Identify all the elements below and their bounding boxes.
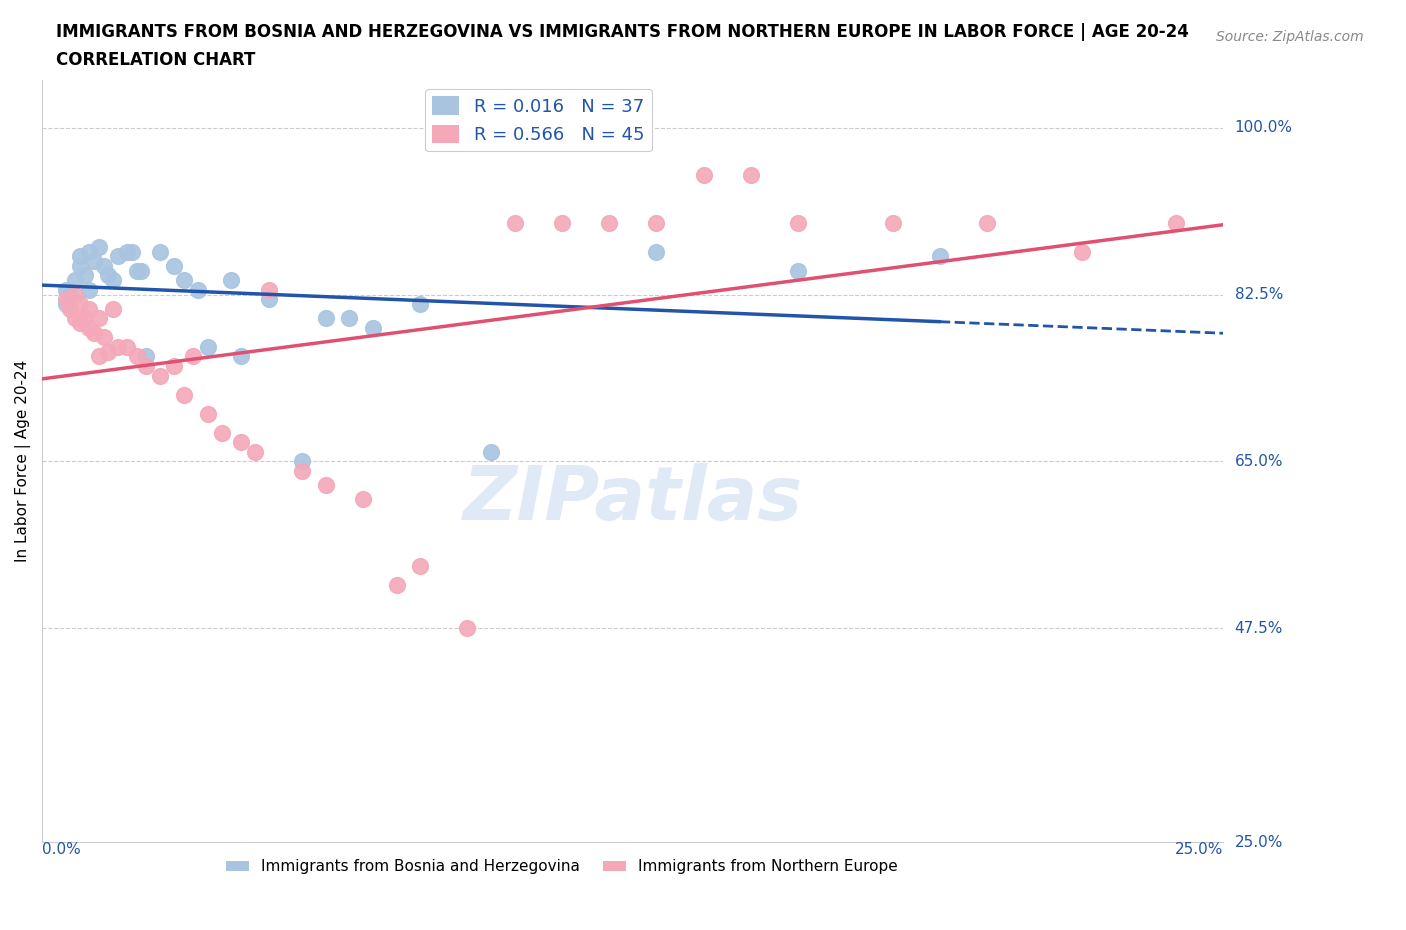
Point: [55, 283, 77, 298]
Text: 25.0%: 25.0%: [1175, 843, 1223, 857]
Text: CORRELATION CHART: CORRELATION CHART: [56, 51, 256, 69]
Point: [87, 349, 110, 364]
Point: [79, 245, 101, 259]
Point: [163, 259, 186, 273]
Point: [79, 321, 101, 336]
Text: 0.0%: 0.0%: [42, 843, 82, 857]
Point: [1166, 216, 1188, 231]
Point: [787, 216, 810, 231]
Point: [219, 272, 242, 287]
Point: [740, 168, 762, 183]
Point: [55, 297, 77, 312]
Point: [59, 287, 82, 302]
Point: [69, 315, 91, 330]
Point: [59, 301, 82, 316]
Point: [976, 216, 998, 231]
Point: [645, 245, 668, 259]
Point: [125, 349, 148, 364]
Point: [97, 344, 120, 359]
Point: [107, 249, 129, 264]
Point: [229, 349, 252, 364]
Point: [55, 292, 77, 307]
Legend: Immigrants from Bosnia and Herzegovina, Immigrants from Northern Europe: Immigrants from Bosnia and Herzegovina, …: [219, 854, 904, 881]
Point: [163, 359, 186, 374]
Point: [69, 249, 91, 264]
Point: [787, 263, 810, 278]
Point: [63, 311, 86, 325]
Y-axis label: In Labor Force | Age 20-24: In Labor Force | Age 20-24: [15, 360, 31, 563]
Point: [882, 216, 904, 231]
Text: IMMIGRANTS FROM BOSNIA AND HERZEGOVINA VS IMMIGRANTS FROM NORTHERN EUROPE IN LAB: IMMIGRANTS FROM BOSNIA AND HERZEGOVINA V…: [56, 23, 1189, 41]
Point: [692, 168, 714, 183]
Point: [97, 268, 120, 283]
Point: [337, 311, 360, 325]
Point: [409, 559, 432, 574]
Point: [503, 216, 526, 231]
Point: [229, 435, 252, 450]
Text: 82.5%: 82.5%: [1234, 287, 1282, 302]
Point: [645, 216, 668, 231]
Text: Source: ZipAtlas.com: Source: ZipAtlas.com: [1216, 30, 1364, 44]
Point: [291, 454, 314, 469]
Point: [1070, 245, 1092, 259]
Point: [69, 297, 91, 312]
Point: [63, 272, 86, 287]
Point: [115, 245, 138, 259]
Point: [929, 249, 952, 264]
Point: [352, 492, 374, 507]
Point: [101, 301, 124, 316]
Point: [121, 245, 143, 259]
Point: [63, 287, 86, 302]
Point: [173, 272, 195, 287]
Point: [79, 283, 101, 298]
Text: 25.0%: 25.0%: [1234, 835, 1282, 850]
Point: [87, 239, 110, 254]
Point: [115, 339, 138, 354]
Point: [211, 425, 233, 440]
Point: [361, 321, 384, 336]
Point: [197, 339, 219, 354]
Point: [131, 263, 153, 278]
Point: [181, 349, 204, 364]
Point: [385, 578, 408, 592]
Point: [149, 368, 172, 383]
Point: [83, 326, 105, 340]
Point: [257, 283, 280, 298]
Point: [83, 254, 105, 269]
Point: [315, 478, 337, 493]
Point: [479, 445, 502, 459]
Point: [93, 259, 115, 273]
Point: [107, 339, 129, 354]
Point: [409, 297, 432, 312]
Point: [93, 330, 115, 345]
Point: [598, 216, 620, 231]
Text: ZIPatlas: ZIPatlas: [463, 463, 803, 536]
Text: 100.0%: 100.0%: [1234, 120, 1292, 135]
Point: [135, 359, 157, 374]
Point: [135, 349, 157, 364]
Point: [257, 292, 280, 307]
Point: [173, 387, 195, 402]
Point: [79, 301, 101, 316]
Point: [197, 406, 219, 421]
Point: [456, 620, 478, 635]
Point: [87, 311, 110, 325]
Point: [315, 311, 337, 325]
Text: 47.5%: 47.5%: [1234, 620, 1282, 635]
Point: [73, 268, 96, 283]
Text: 65.0%: 65.0%: [1234, 454, 1284, 469]
Point: [243, 445, 266, 459]
Point: [149, 245, 172, 259]
Point: [73, 311, 96, 325]
Point: [551, 216, 574, 231]
Point: [125, 263, 148, 278]
Point: [101, 272, 124, 287]
Point: [187, 283, 209, 298]
Point: [69, 259, 91, 273]
Point: [291, 463, 314, 478]
